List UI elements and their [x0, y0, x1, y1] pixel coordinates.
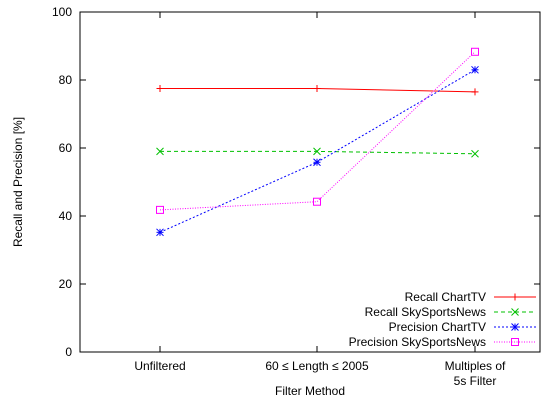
x-tick-label: 60 ≤ Length ≤ 2005	[265, 359, 369, 373]
x-tick-label: Unfiltered	[134, 359, 185, 373]
data-point	[511, 308, 519, 316]
y-tick-label: 60	[59, 141, 73, 155]
x-tick-label: Multiples of	[445, 359, 506, 373]
series-layer	[156, 47, 479, 237]
plot-frame	[79, 11, 541, 353]
data-point	[511, 293, 519, 301]
x-axis-ticks: Unfiltered 60 ≤ Length ≤ 2005 Multiples of…	[134, 12, 506, 388]
legend-label: Recall SkySportsNews	[365, 305, 486, 319]
data-point	[156, 228, 164, 237]
data-point	[313, 147, 321, 156]
data-point	[313, 158, 321, 167]
legend-label: Recall ChartTV	[405, 290, 486, 304]
legend-label: Precision ChartTV	[389, 320, 486, 334]
data-point	[313, 197, 321, 206]
series-line	[159, 51, 476, 211]
y-axis-label: Recall and Precision [%]	[11, 117, 25, 247]
data-point	[313, 85, 321, 92]
data-point	[511, 338, 519, 346]
y-tick-label: 20	[59, 277, 73, 291]
data-point	[156, 85, 164, 92]
y-tick-label: 40	[59, 209, 73, 223]
data-point	[471, 65, 479, 74]
data-point	[511, 323, 519, 331]
y-tick-label: 0	[65, 345, 72, 359]
data-point	[156, 205, 164, 214]
y-tick-label: 80	[59, 73, 73, 87]
y-axis-ticks: 0 20 40 60 80 100	[52, 5, 540, 359]
data-point	[156, 147, 164, 156]
y-tick-label: 100	[52, 5, 72, 19]
legend-label: Precision SkySportsNews	[349, 335, 486, 349]
x-tick-label: 5s Filter	[454, 374, 497, 388]
data-point	[471, 47, 479, 56]
series-line	[159, 69, 476, 233]
data-point	[471, 149, 479, 158]
data-point	[471, 88, 479, 96]
x-axis-label: Filter Method	[275, 384, 345, 398]
